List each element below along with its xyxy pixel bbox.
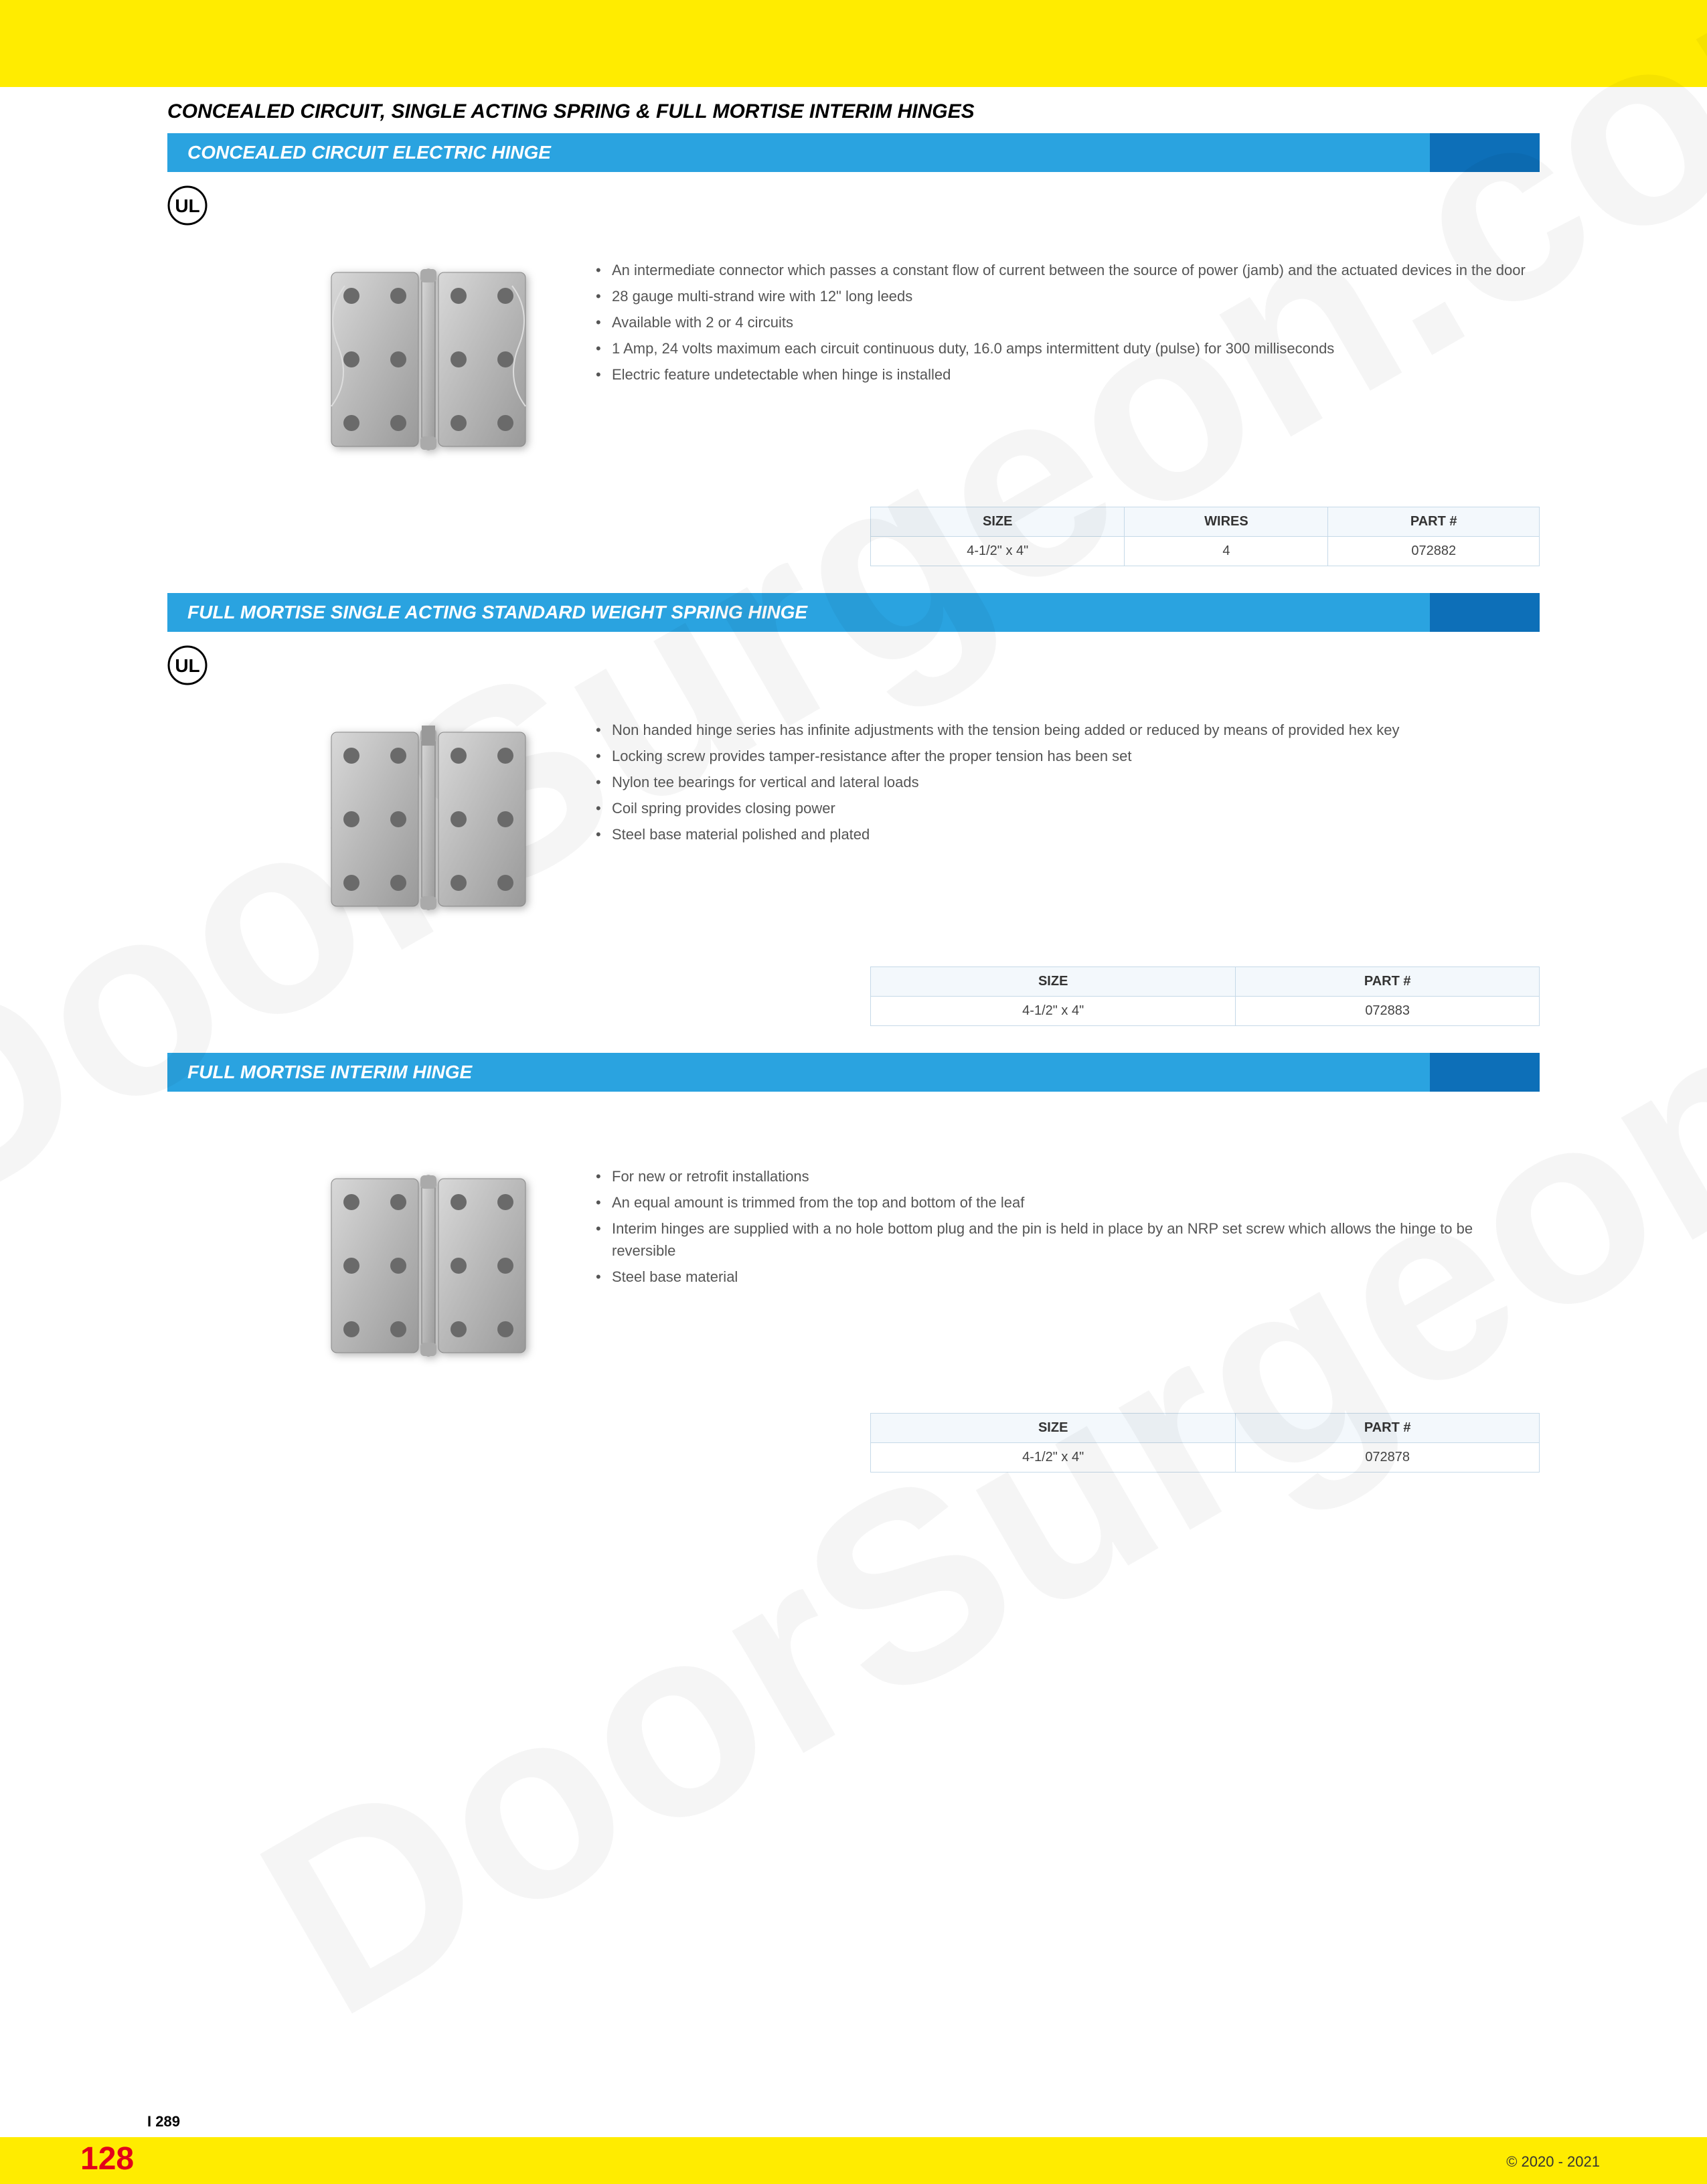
product-image <box>301 252 556 467</box>
section-header: CONCEALED CIRCUIT ELECTRIC HINGE <box>167 133 1540 172</box>
feature-bullet: Available with 2 or 4 circuits <box>596 311 1540 333</box>
product-section: FULL MORTISE SINGLE ACTING STANDARD WEIG… <box>167 593 1540 1026</box>
table-header-row: SIZEWIRESPART # <box>871 507 1540 537</box>
feature-bullet: Nylon tee bearings for vertical and late… <box>596 771 1540 793</box>
table-header-row: SIZEPART # <box>871 1414 1540 1443</box>
table-cell: 072882 <box>1328 537 1540 566</box>
table-header-row: SIZEPART # <box>871 967 1540 997</box>
ul-badge-icon: UL <box>167 645 1540 685</box>
feature-bullet: Interim hinges are supplied with a no ho… <box>596 1217 1540 1262</box>
page-number: 128 <box>80 2140 134 2177</box>
feature-bullet: Non handed hinge series has infinite adj… <box>596 719 1540 741</box>
product-section: FULL MORTISE INTERIM HINGE <box>167 1053 1540 1473</box>
section-header: FULL MORTISE INTERIM HINGE <box>167 1053 1540 1092</box>
table-header-cell: SIZE <box>871 967 1236 997</box>
table-header-cell: PART # <box>1236 967 1540 997</box>
feature-bullet: Steel base material polished and plated <box>596 823 1540 845</box>
section-title: CONCEALED CIRCUIT ELECTRIC HINGE <box>187 142 551 163</box>
feature-bullet: 28 gauge multi-strand wire with 12" long… <box>596 285 1540 307</box>
spec-table: SIZEPART # 4-1/2" x 4"072883 <box>870 967 1540 1026</box>
product-row: An intermediate connector which passes a… <box>167 252 1540 467</box>
spec-table-wrap: SIZEPART # 4-1/2" x 4"072883 <box>167 926 1540 1026</box>
feature-list: Non handed hinge series has infinite adj… <box>596 712 1540 849</box>
product-section: CONCEALED CIRCUIT ELECTRIC HINGE UL <box>167 133 1540 566</box>
spec-table-wrap: SIZEPART # 4-1/2" x 4"072878 <box>167 1373 1540 1473</box>
svg-text:UL: UL <box>175 655 199 676</box>
table-cell: 072878 <box>1236 1443 1540 1473</box>
spec-table-wrap: SIZEWIRESPART # 4-1/2" x 4"4072882 <box>167 467 1540 566</box>
product-image <box>301 712 556 926</box>
product-row: Non handed hinge series has infinite adj… <box>167 712 1540 926</box>
table-header-cell: SIZE <box>871 507 1125 537</box>
page: DoorSurgeon.com DoorSurgeon.com CONCEALE… <box>0 0 1707 2184</box>
table-header-cell: WIRES <box>1125 507 1328 537</box>
ul-badge-icon: UL <box>167 185 1540 226</box>
table-row: 4-1/2" x 4"4072882 <box>871 537 1540 566</box>
feature-bullet: For new or retrofit installations <box>596 1165 1540 1187</box>
content-area: CONCEALED CIRCUIT ELECTRIC HINGE UL <box>0 133 1707 1473</box>
feature-bullet: 1 Amp, 24 volts maximum each circuit con… <box>596 337 1540 359</box>
feature-bullet: Steel base material <box>596 1266 1540 1288</box>
section-title: FULL MORTISE SINGLE ACTING STANDARD WEIG… <box>187 602 807 623</box>
feature-bullet: Coil spring provides closing power <box>596 797 1540 819</box>
table-header-cell: SIZE <box>871 1414 1236 1443</box>
table-cell: 4 <box>1125 537 1328 566</box>
spec-table: SIZEPART # 4-1/2" x 4"072878 <box>870 1413 1540 1473</box>
feature-bullet: Electric feature undetectable when hinge… <box>596 363 1540 386</box>
copyright-text: © 2020 - 2021 <box>1506 2153 1600 2171</box>
table-cell: 4-1/2" x 4" <box>871 997 1236 1026</box>
feature-bullet: Locking screw provides tamper-resistance… <box>596 745 1540 767</box>
product-row: For new or retrofit installations An equa… <box>167 1159 1540 1373</box>
section-title: FULL MORTISE INTERIM HINGE <box>187 1062 472 1083</box>
table-row: 4-1/2" x 4"072883 <box>871 997 1540 1026</box>
top-yellow-bar <box>0 0 1707 87</box>
feature-bullet: An intermediate connector which passes a… <box>596 259 1540 281</box>
bottom-yellow-bar <box>0 2137 1707 2184</box>
feature-bullet: An equal amount is trimmed from the top … <box>596 1191 1540 1213</box>
feature-list: An intermediate connector which passes a… <box>596 252 1540 390</box>
table-cell: 4-1/2" x 4" <box>871 1443 1236 1473</box>
section-header: FULL MORTISE SINGLE ACTING STANDARD WEIG… <box>167 593 1540 632</box>
table-cell: 072883 <box>1236 997 1540 1026</box>
reference-code: I 289 <box>147 2113 180 2130</box>
table-cell: 4-1/2" x 4" <box>871 537 1125 566</box>
svg-text:UL: UL <box>175 195 199 216</box>
product-image <box>301 1159 556 1373</box>
table-header-cell: PART # <box>1328 507 1540 537</box>
spec-table: SIZEWIRESPART # 4-1/2" x 4"4072882 <box>870 507 1540 566</box>
table-row: 4-1/2" x 4"072878 <box>871 1443 1540 1473</box>
page-title: CONCEALED CIRCUIT, SINGLE ACTING SPRING … <box>0 87 1707 133</box>
table-header-cell: PART # <box>1236 1414 1540 1443</box>
feature-list: For new or retrofit installations An equa… <box>596 1159 1540 1292</box>
